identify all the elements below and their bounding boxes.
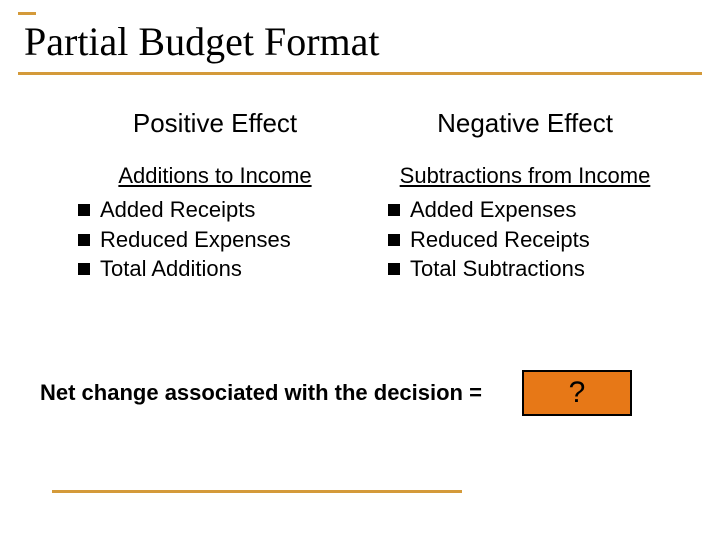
negative-header: Negative Effect (370, 108, 680, 139)
net-change-row: Net change associated with the decision … (40, 370, 680, 416)
positive-column: Positive Effect Additions to Income Adde… (60, 108, 370, 284)
title-accent-top (18, 12, 36, 15)
positive-header: Positive Effect (60, 108, 370, 139)
list-item: Added Expenses (388, 195, 680, 225)
positive-list: Added Receipts Reduced Expenses Total Ad… (60, 195, 370, 284)
list-item: Reduced Receipts (388, 225, 680, 255)
negative-column: Negative Effect Subtractions from Income… (370, 108, 680, 284)
columns-container: Positive Effect Additions to Income Adde… (60, 108, 680, 284)
net-change-label: Net change associated with the decision … (40, 380, 482, 406)
slide-title: Partial Budget Format (24, 18, 380, 65)
bottom-accent-rule (52, 490, 462, 493)
list-item: Total Additions (78, 254, 370, 284)
list-item: Added Receipts (78, 195, 370, 225)
title-accent-bottom (18, 72, 702, 75)
negative-list: Added Expenses Reduced Receipts Total Su… (370, 195, 680, 284)
list-item: Reduced Expenses (78, 225, 370, 255)
list-item: Total Subtractions (388, 254, 680, 284)
result-box: ? (522, 370, 632, 416)
positive-subheader: Additions to Income (60, 163, 370, 189)
negative-subheader: Subtractions from Income (370, 163, 680, 189)
